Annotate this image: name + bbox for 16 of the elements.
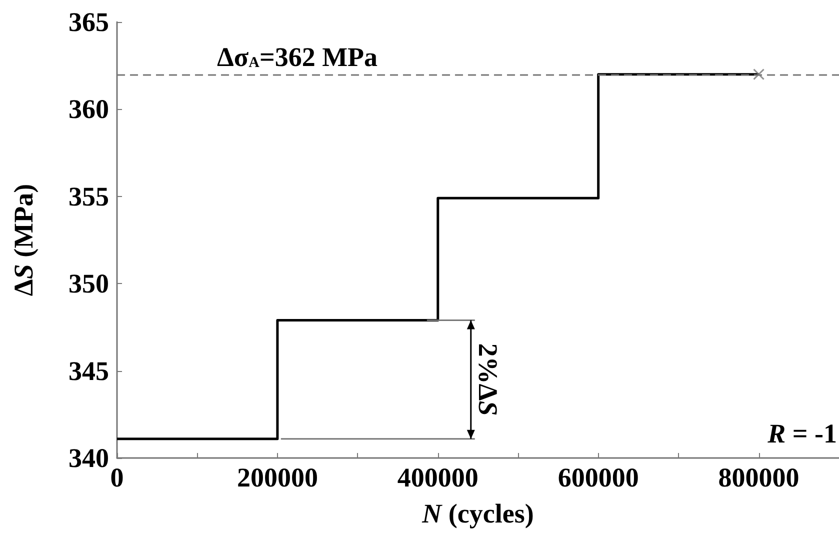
x-tick-label: 800000 — [718, 462, 800, 492]
y-tick-label: 350 — [68, 268, 109, 299]
annotation: 2%ΔS — [472, 343, 503, 416]
x-tick-label: 0 — [110, 462, 124, 492]
x-tick-label: 400000 — [397, 462, 478, 492]
ref-line-label: ΔσA=362 MPa — [217, 42, 378, 72]
y-axis-title: ΔS (MPa) — [8, 184, 38, 296]
y-tick-label: 340 — [68, 443, 109, 473]
y-tick-label: 345 — [68, 356, 109, 386]
annotation: R = -1 — [766, 418, 838, 448]
x-tick-label: 200000 — [236, 462, 318, 492]
y-tick-label: 365 — [68, 7, 109, 37]
y-tick-label: 360 — [68, 94, 109, 124]
x-tick-label: 600000 — [558, 462, 639, 492]
x-axis-title: N (cycles) — [421, 498, 534, 528]
y-tick-label: 355 — [68, 181, 109, 212]
